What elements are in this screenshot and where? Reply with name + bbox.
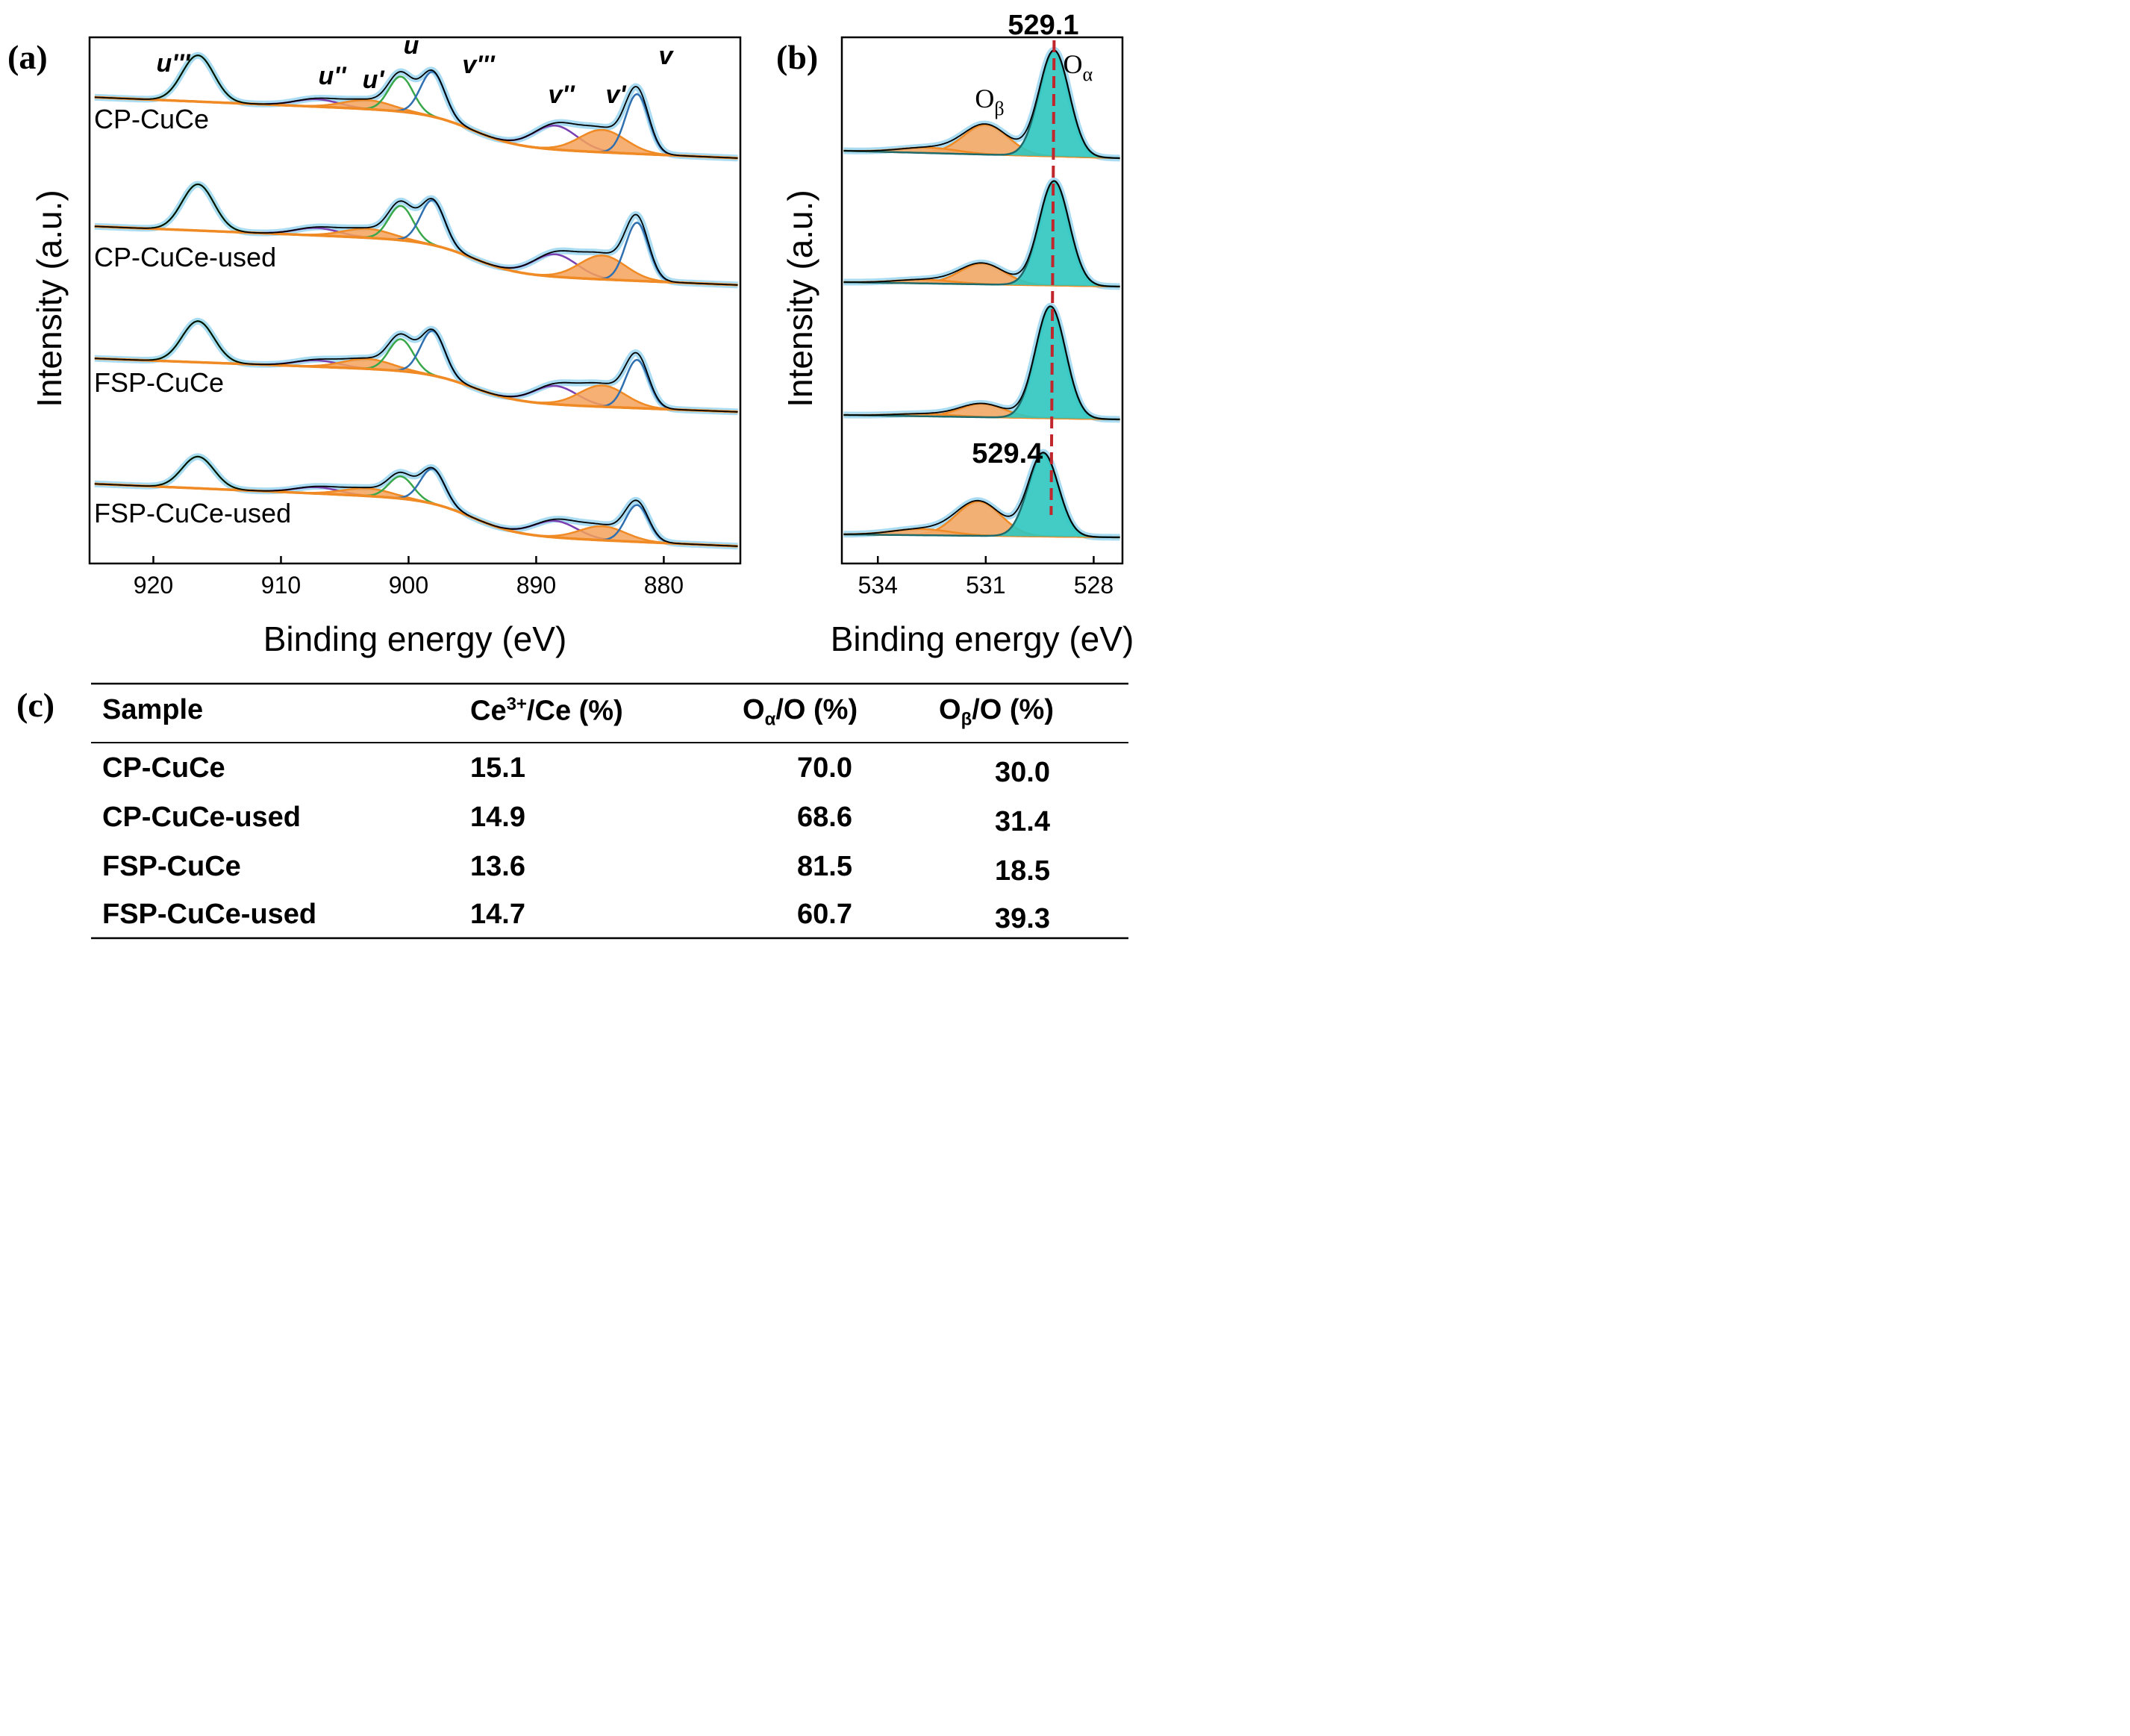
- panel-a-frame: [88, 36, 742, 565]
- o-beta-label-sub: β: [994, 98, 1004, 119]
- a-sample-label-1: CP-CuCe: [94, 104, 209, 134]
- a-tick-label-910: 910: [261, 572, 301, 599]
- b-tick-label-528: 528: [1074, 572, 1114, 599]
- b-tail-peak-fill: [843, 147, 1120, 158]
- panel-a-peak-labels: u''' u'' u' u v''' v'' v' v: [156, 31, 674, 109]
- a-background: [94, 357, 738, 413]
- figure: 920 910 900 890 880 CP-CuCe CP-CuCe-used FSP-C…: [7, 10, 1134, 940]
- a-sample-label-4: FSP-CuCe-used: [94, 498, 291, 528]
- a-sample-1: [93, 51, 740, 162]
- o-beta-label-o: O: [975, 84, 994, 113]
- b-tick-label-531: 531: [966, 572, 1005, 599]
- a-peak-fill: [270, 488, 464, 514]
- a-tick-label-880: 880: [644, 572, 684, 599]
- a-envelope: [94, 320, 738, 413]
- panel-a-xlabel: Binding energy (eV): [263, 619, 567, 658]
- annotation-529-1: 529.1: [1008, 10, 1078, 41]
- panel-b-frame: [840, 36, 1124, 565]
- b-tail-peak-fill: [843, 528, 1120, 537]
- panel-b-o1s: 534 531 528 529.1 529.4 Oα Oβ Binding ener…: [781, 10, 1134, 658]
- a-tick-label-920: 920: [134, 572, 173, 599]
- b-sample-3: [843, 302, 1120, 423]
- a-envelope: [94, 184, 738, 286]
- a-peak-label-6: v'': [548, 81, 575, 109]
- a-peak-label-3: u': [363, 66, 386, 94]
- o-beta-label: Oβ: [975, 84, 1004, 119]
- a-background: [94, 482, 738, 548]
- a-background: [94, 96, 738, 160]
- o-alpha-label-o: O: [1063, 49, 1082, 79]
- panel-a-traces: [93, 51, 740, 550]
- a-peak-fill: [270, 100, 464, 127]
- a-peak-fill: [270, 228, 464, 255]
- o-alpha-label: Oα: [1063, 49, 1093, 85]
- b-envelope: [843, 305, 1120, 420]
- a-sample-4: [93, 453, 740, 550]
- b-tick-label-534: 534: [858, 572, 898, 599]
- a-sample-label-3: FSP-CuCe: [94, 367, 224, 398]
- panel-label-a: (a): [7, 38, 48, 76]
- b-o-alpha-peak-fill: [843, 181, 1120, 287]
- a-background: [94, 225, 738, 287]
- reference-line-529-1: [1049, 40, 1056, 516]
- panel-a-x-ticks: 920 910 900 890 880: [134, 556, 684, 599]
- panel-a-sample-labels: CP-CuCe CP-CuCe-used FSP-CuCe FSP-CuCe-used: [94, 104, 291, 528]
- panel-a-ylabel: Intensity (a.u.): [30, 190, 69, 407]
- b-o-beta-peak-fill: [843, 501, 1120, 537]
- a-envelope: [94, 54, 738, 159]
- a-tick-label-900: 900: [389, 572, 428, 599]
- a-peak-fill: [270, 358, 464, 384]
- b-envelope: [843, 49, 1120, 159]
- a-sample-3: [93, 317, 740, 416]
- panel-b-x-ticks: 534 531 528: [858, 556, 1114, 599]
- b-o-beta-peak-fill: [843, 263, 1120, 287]
- a-tick-label-890: 890: [516, 572, 556, 599]
- a-sample-2: [93, 181, 740, 289]
- b-sample-1: [843, 46, 1120, 162]
- a-envelope: [94, 455, 738, 547]
- a-peak-label-1: u''': [156, 49, 191, 78]
- b-tail-peak-fill: [843, 279, 1120, 287]
- panel-label-b: (b): [776, 38, 818, 76]
- o-alpha-label-sub: α: [1082, 63, 1093, 85]
- b-o-alpha-peak-fill: [843, 50, 1120, 158]
- b-o-beta-peak-fill: [843, 404, 1120, 419]
- a-peak-label-2: u'': [319, 62, 348, 90]
- a-peak-label-7: v': [606, 81, 628, 109]
- panel-b-ylabel: Intensity (a.u.): [781, 190, 819, 407]
- b-envelope: [843, 180, 1120, 287]
- panel-label-c: (c): [16, 686, 54, 724]
- a-peak-fill: [510, 130, 694, 157]
- panel-a-ce3d: 920 910 900 890 880 CP-CuCe CP-CuCe-used FSP-C…: [30, 31, 742, 658]
- panel-b-xlabel: Binding energy (eV): [831, 619, 1134, 658]
- annotation-529-4: 529.4: [972, 438, 1043, 469]
- a-peak-label-8: v: [659, 42, 675, 70]
- a-peak-label-4: u: [404, 31, 419, 60]
- a-peak-label-5: v''': [462, 51, 496, 79]
- b-sample-2: [843, 177, 1120, 290]
- a-sample-label-2: CP-CuCe-used: [94, 242, 276, 272]
- a-peak-fill: [510, 526, 694, 545]
- b-o-beta-peak-fill: [843, 125, 1120, 158]
- b-envelope: [843, 452, 1120, 538]
